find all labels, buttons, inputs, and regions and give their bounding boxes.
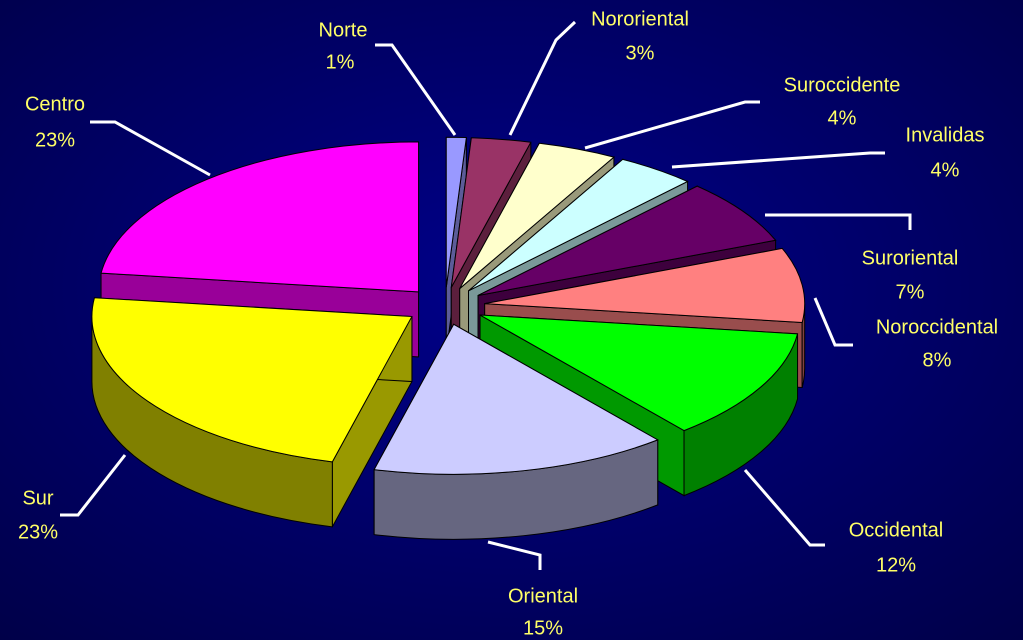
leader-line — [375, 43, 457, 136]
leader-line — [813, 297, 853, 347]
slice — [459, 142, 615, 289]
pie — [91, 136, 806, 540]
slice — [450, 137, 532, 288]
slice-label: Invalidas — [906, 124, 985, 146]
value-label: 4% — [931, 159, 960, 181]
value-label: 15% — [523, 617, 563, 639]
slice-label: Oriental — [508, 585, 578, 607]
slice — [445, 136, 467, 288]
slice — [373, 323, 659, 475]
leader-line — [90, 120, 211, 177]
value-label: 23% — [18, 521, 58, 543]
slice-label: Centro — [25, 93, 85, 115]
leader-line — [671, 151, 885, 169]
value-label: 1% — [326, 51, 355, 73]
slice — [484, 247, 806, 323]
slice-label: Nororiental — [591, 8, 689, 30]
slice — [479, 314, 799, 432]
leader-line — [743, 469, 825, 547]
value-label: 8% — [923, 349, 952, 371]
leader-line — [765, 213, 912, 230]
slice-label: Noroccidental — [876, 316, 998, 338]
value-label: 7% — [896, 281, 925, 303]
leader-line — [60, 454, 127, 517]
leader-line — [487, 540, 542, 570]
slice — [91, 297, 413, 463]
slice-label: Suroriental — [862, 247, 959, 269]
slice-label: Occidental — [849, 519, 944, 541]
leader-line — [508, 20, 577, 136]
leader-line — [584, 100, 760, 150]
value-label: 12% — [876, 554, 916, 576]
slice — [100, 141, 420, 293]
value-label: 4% — [828, 107, 857, 129]
slice-label: Sur — [22, 487, 53, 509]
value-label: 23% — [35, 129, 75, 151]
value-label: 3% — [626, 42, 655, 64]
labels: Norte 1% Nororiental 3% Suroccidente 4% Invali… — [18, 8, 998, 639]
slice — [468, 158, 689, 292]
slice-label: Suroccidente — [784, 74, 901, 96]
slice-label: Norte — [319, 19, 368, 41]
slice — [477, 185, 777, 296]
